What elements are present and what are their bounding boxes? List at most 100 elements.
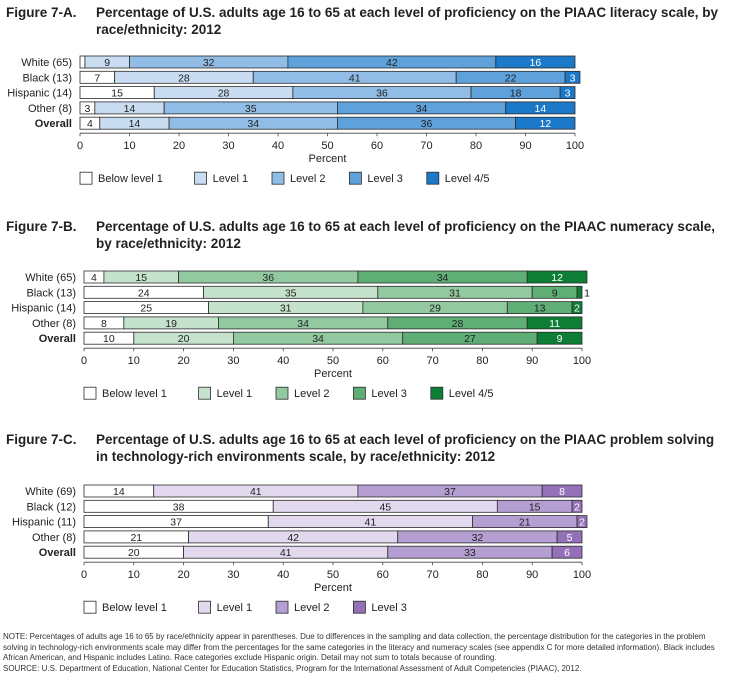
data-label-hispanic-14-level-2: 36	[376, 88, 388, 100]
data-label-other-8-level-2: 32	[472, 532, 484, 544]
x-tick-label-20: 20	[173, 140, 185, 152]
figure-7c-label: Figure 7-C.	[6, 432, 77, 447]
x-tick-label-70: 70	[426, 569, 438, 581]
data-label-hispanic-14-level-1: 31	[280, 303, 292, 315]
source-text: SOURCE: U.S. Department of Education, Na…	[3, 663, 582, 673]
x-tick-label-20: 20	[177, 569, 189, 581]
data-label-other-8-level-3: 5	[567, 532, 573, 544]
figure-7c-title: Figure 7-C. Percentage of U.S. adults ag…	[6, 431, 726, 464]
figure-7b-title-text: Percentage of U.S. adults age 16 to 65 a…	[96, 219, 715, 251]
data-label-white-65-level-3: 34	[437, 272, 449, 284]
x-tick-label-40: 40	[277, 569, 289, 581]
literacy-chart: White (65)19324216Black (13)72841223Hisp…	[7, 55, 584, 185]
x-tick-label-60: 60	[377, 569, 389, 581]
legend-label-level-2: Level 2	[290, 173, 325, 185]
data-label-white-65-below-level-1: 4	[91, 272, 97, 284]
legend-swatch-level-2	[275, 600, 289, 614]
data-label-other-8-level-4-5: 11	[549, 318, 560, 330]
x-tick-label-20: 20	[177, 355, 189, 367]
figure-7a: Figure 7-A. Percentage of U.S. adults ag…	[0, 4, 731, 200]
data-label-overall-level-3: 6	[564, 547, 570, 559]
numeracy-chart: White (65) 4 15 36 34 12 Black (13) 24 35 31 9 1 His…	[11, 270, 591, 400]
data-label-white-69-level-2: 37	[444, 486, 456, 498]
data-label-black-12-below-level-1: 38	[173, 501, 185, 513]
data-label-hispanic-14-below-level-1: 15	[111, 88, 123, 100]
x-tick-label-70: 70	[426, 355, 438, 367]
x-tick-label-90: 90	[526, 355, 538, 367]
legend-label-level-1: Level 1	[217, 388, 252, 400]
data-label-black-12-level-3: 2	[574, 501, 580, 513]
legend-swatch-level-2	[275, 386, 289, 400]
data-label-other-8-below-level-1: 21	[130, 532, 142, 544]
data-label-other-8-level-1: 19	[165, 318, 177, 330]
x-tick-label-30: 30	[227, 569, 239, 581]
data-label-overall-below-level-1: 20	[128, 547, 140, 559]
bar-other-8-level-4-5	[505, 101, 576, 115]
data-label-black-13-level-3: 22	[505, 72, 517, 84]
category-label-white-65: White (65)	[25, 272, 76, 284]
category-label-other-8: Other (8)	[32, 532, 76, 544]
legend-label-level-2: Level 2	[294, 602, 329, 614]
category-label-hispanic-11: Hispanic (11)	[12, 517, 76, 529]
bar-overall-level-4-5	[536, 331, 583, 345]
data-label-hispanic-11-level-1: 41	[365, 517, 377, 529]
legend-label-level-3: Level 3	[371, 388, 406, 400]
data-label-other-8-level-2: 34	[297, 318, 309, 330]
x-tick-label-80: 80	[476, 569, 488, 581]
x-tick-label-40: 40	[277, 355, 289, 367]
legend-swatch-level-1	[194, 171, 208, 185]
data-label-white-65-level-1: 9	[104, 57, 110, 69]
data-label-black-13-level-1: 28	[178, 72, 190, 84]
x-tick-label-90: 90	[519, 140, 531, 152]
legend-swatch-below-level-1	[79, 171, 93, 185]
figure-7b-label: Figure 7-B.	[6, 219, 77, 234]
x-tick-label-0: 0	[81, 569, 87, 581]
category-label-other-8: Other (8)	[32, 318, 76, 330]
data-label-overall-level-2: 33	[464, 547, 476, 559]
category-label-overall: Overall	[35, 118, 72, 130]
category-label-black-12: Black (12)	[26, 501, 76, 513]
data-label-black-12-level-2: 15	[529, 501, 541, 513]
category-label-hispanic-14: Hispanic (14)	[11, 303, 76, 315]
legend-label-level-4-5: Level 4/5	[445, 173, 490, 185]
category-label-white-65: White (65)	[21, 57, 72, 69]
legend-label-below-level-1: Below level 1	[102, 388, 167, 400]
x-tick-label-90: 90	[526, 569, 538, 581]
bar-hispanic-14-level-4-5	[571, 301, 583, 314]
x-tick-label-100: 100	[573, 569, 591, 581]
data-label-other-8-level-1: 14	[124, 103, 136, 115]
data-label-overall-level-2: 34	[247, 118, 259, 130]
data-label-other-8-below-level-1: 8	[101, 318, 107, 330]
data-label-overall-level-3: 27	[464, 333, 476, 345]
data-label-overall-below-level-1: 4	[87, 118, 93, 130]
bar-white-65-level-4-5	[526, 270, 588, 284]
data-label-white-69-level-3: 8	[559, 486, 565, 498]
data-label-white-65-level-4-5: 12	[551, 272, 563, 284]
category-label-black-13: Black (13)	[22, 72, 72, 84]
data-label-hispanic-14-level-1: 28	[218, 88, 230, 100]
data-label-other-8-level-3: 34	[416, 103, 428, 115]
note-text: NOTE: Percentages of adults age 16 to 65…	[3, 632, 715, 662]
x-tick-label-10: 10	[128, 355, 140, 367]
legend-label-level-3: Level 3	[367, 173, 402, 185]
figure-7c: Figure 7-C. Percentage of U.S. adults ag…	[0, 431, 731, 627]
data-label-hispanic-11-level-3: 2	[579, 517, 585, 529]
bar-hispanic-14-level-4-5	[559, 86, 576, 99]
x-tick-label-40: 40	[272, 140, 284, 152]
x-axis-label: Percent	[314, 368, 352, 380]
legend-swatch-level-3	[348, 171, 362, 185]
data-label-hispanic-14-level-3: 13	[534, 303, 546, 315]
data-label-overall-level-2: 34	[312, 333, 324, 345]
category-label-overall: Overall	[39, 547, 76, 559]
data-label-hispanic-11-level-2: 21	[519, 517, 531, 529]
bar-black-12-level-3	[571, 499, 583, 513]
data-label-black-13-level-2: 41	[349, 72, 361, 84]
x-tick-label-50: 50	[327, 355, 339, 367]
category-label-black-13: Black (13)	[26, 287, 76, 299]
x-tick-label-0: 0	[81, 355, 87, 367]
x-tick-label-100: 100	[573, 355, 591, 367]
legend-label-level-4-5: Level 4/5	[449, 388, 494, 400]
legend-label-below-level-1: Below level 1	[102, 602, 167, 614]
x-tick-label-0: 0	[77, 140, 83, 152]
x-tick-label-70: 70	[420, 140, 432, 152]
